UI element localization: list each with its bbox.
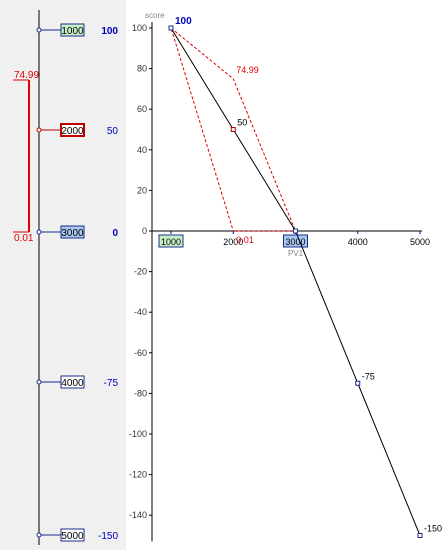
node-value: 0 [112, 228, 118, 239]
data-point[interactable] [230, 127, 236, 132]
node-label: 5000 [61, 531, 84, 542]
y-tick-label: -100 [129, 429, 147, 439]
y-tick-label: 100 [132, 23, 147, 33]
data-point[interactable] [417, 533, 423, 538]
y-tick-label: -20 [134, 267, 147, 277]
y-tick-label: -140 [129, 510, 147, 520]
y-axis-label: score [145, 11, 165, 20]
series-line [170, 27, 421, 536]
x-tick-label: 4000 [348, 237, 368, 247]
bounds-lower-label: 0.01 [236, 235, 254, 245]
data-point[interactable] [293, 228, 298, 234]
data-point[interactable] [168, 25, 174, 31]
node-box-2000[interactable] [60, 123, 85, 137]
node-handle[interactable] [36, 379, 42, 385]
node-label: 2000 [61, 126, 84, 137]
value-scale: 1000 100 2000 50 3000 0 4000 -75 5000 -150 74.99 0.… [13, 10, 119, 545]
y-tick-label: -60 [134, 348, 147, 358]
x-tick-label: 1000 [161, 237, 181, 247]
node-box-5000[interactable] [60, 528, 85, 542]
data-label: 100 [175, 16, 192, 27]
y-tick-label: -120 [129, 470, 147, 480]
y-tick-label: 80 [137, 64, 147, 74]
x-tick-label: 5000 [410, 237, 430, 247]
x-tick-highlight [158, 234, 184, 248]
y-tick-label: -80 [134, 388, 147, 398]
bounds-envelope [170, 26, 297, 232]
score-chart: score 100 80 60 40 20 0 -20 -40 -60 -80 -100 -120 -14… [129, 11, 442, 542]
data-label: -150 [424, 524, 442, 534]
node-box-3000[interactable] [60, 225, 85, 239]
node-handle[interactable] [36, 27, 42, 33]
node-label: 1000 [61, 26, 84, 37]
node-box-4000[interactable] [60, 375, 85, 389]
range-lower-label: 0.01 [14, 233, 34, 244]
y-tick-label: 40 [137, 145, 147, 155]
x-axis-label: PV1 [288, 249, 304, 258]
y-tick-label: 20 [137, 185, 147, 195]
x-tick-label: 2000 [223, 237, 243, 247]
data-label: 50 [237, 118, 247, 128]
y-tick-label: -40 [134, 307, 147, 317]
range-upper-label: 74.99 [14, 70, 39, 81]
data-label: -75 [362, 371, 375, 381]
chart-panel: score 100 80 60 40 20 0 -20 -40 -60 -80 -100 -120 -14… [126, 0, 442, 550]
node-value: 50 [107, 126, 119, 137]
node-value: -75 [104, 378, 119, 389]
data-point[interactable] [355, 380, 361, 386]
node-box-1000[interactable] [60, 23, 85, 37]
node-handle[interactable] [36, 229, 42, 235]
bounds-upper-label: 74.99 [236, 65, 259, 75]
node-handle[interactable] [36, 127, 42, 133]
x-tick-highlight [283, 234, 308, 248]
y-tick-label: 60 [137, 104, 147, 114]
y-tick-label: 0 [142, 226, 147, 236]
node-label: 3000 [61, 228, 84, 239]
node-value: 100 [101, 26, 118, 37]
node-value: -150 [98, 531, 118, 542]
x-tick-label: 3000 [285, 237, 305, 247]
node-label: 4000 [61, 378, 84, 389]
node-handle[interactable] [36, 532, 42, 538]
scale-panel: 1000 100 2000 50 3000 0 4000 -75 5000 -150 74.99 0.… [0, 0, 126, 550]
